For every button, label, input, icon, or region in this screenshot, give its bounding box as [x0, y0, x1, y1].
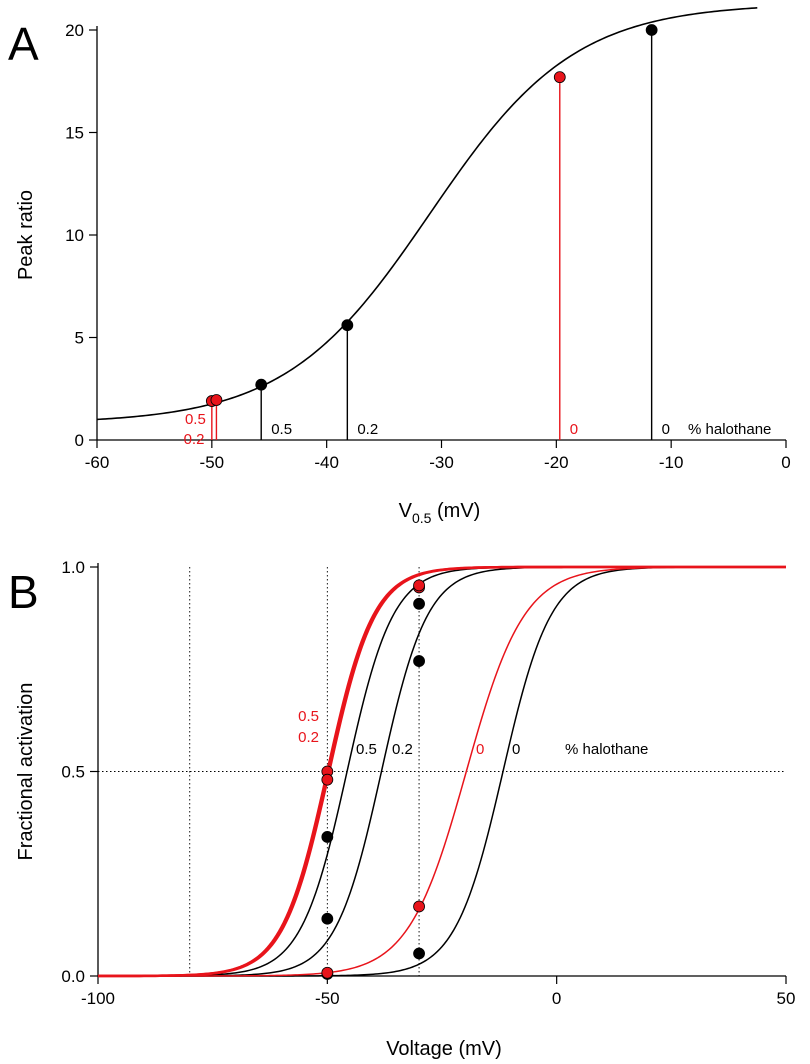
panel-b-data-point — [321, 773, 334, 786]
panel-a-data-point — [341, 319, 354, 332]
panel-a-y-tick-label: 15 — [65, 124, 84, 143]
panel-b-y-tick-label: 1.0 — [61, 558, 85, 577]
panel-b-y-tick-label: 0.0 — [61, 967, 85, 986]
panel-b-data-point — [413, 947, 425, 960]
panel-b-x-axis-title: Voltage (mV) — [386, 1038, 502, 1060]
panel-b-data-point — [321, 831, 334, 843]
panel-b-curve-label: 0.2 — [392, 741, 413, 758]
panel-a-point-label: 0.5 — [271, 421, 292, 438]
panel-b-data-point — [413, 900, 425, 913]
panel-a-point-label: 0.2 — [357, 421, 378, 438]
panel-a-x-tick-label: -50 — [200, 453, 225, 472]
panel-a-legend-title: % halothane — [688, 421, 771, 438]
panel-b-curve-label: 0.5 — [356, 741, 377, 758]
panel-a-x-tick-label: -40 — [314, 453, 339, 472]
panel-b-data-point — [321, 966, 334, 979]
panel-b-data-point — [413, 597, 425, 610]
panel-b-x-tick-label: -50 — [315, 989, 340, 1008]
panel-a-point-label: 0 — [662, 421, 670, 438]
panel-a-y-tick-label: 10 — [65, 226, 84, 245]
panel-b-curve-label: 0 — [512, 741, 520, 758]
x-axis-title-subscript: 0.5 — [412, 510, 432, 526]
panel-a-x-tick-label: -20 — [544, 453, 569, 472]
panel-b-y-axis-title: Fractional activation — [15, 683, 37, 861]
panel-a-x-tick-label: -60 — [85, 453, 110, 472]
panel-b-curve-label: 0 — [476, 741, 484, 758]
panel-b-data-point — [413, 655, 425, 667]
panel-a-x-axis-title: V0.5 (mV) — [399, 500, 481, 526]
panel-a-x-tick-label: 0 — [781, 453, 790, 472]
panel-b-curve-red-0-2 — [98, 565, 786, 978]
panel-b-legend-title: % halothane — [565, 741, 648, 758]
panel-label-b: B — [8, 566, 39, 618]
panel-b-y-tick-label: 0.5 — [61, 763, 85, 782]
panel-a-data-point — [645, 24, 658, 36]
panel-a-data-point — [553, 71, 566, 84]
panel-a-y-axis-title: Peak ratio — [15, 190, 37, 280]
panel-a-y-tick-label: 5 — [75, 329, 84, 348]
panel-b-curve-label: 0.2 — [298, 729, 319, 746]
panel-a-point-label: 0.5 — [185, 411, 206, 428]
panel-b-x-tick-label: 50 — [777, 989, 796, 1008]
panel-b-curve-label: 0.5 — [298, 708, 319, 725]
panel-b-data-point — [321, 912, 334, 925]
panel-a-data-point — [255, 378, 268, 391]
panel-a-point-label: 0 — [570, 421, 578, 438]
panel-a-x-tick-label: -10 — [659, 453, 684, 472]
panel-b-data-point — [413, 579, 425, 592]
panel-a-data-point — [210, 394, 223, 406]
panel-a-y-tick-label: 20 — [65, 21, 84, 40]
panel-a-fit-curve — [96, 7, 758, 421]
panel-b-x-tick-label: 0 — [552, 989, 561, 1008]
x-axis-title-v: V — [399, 500, 413, 522]
panel-a-y-tick-label: 0 — [75, 431, 84, 450]
panel-a-x-tick-label: -30 — [429, 453, 454, 472]
panel-b-x-tick-label: -100 — [81, 989, 115, 1008]
x-axis-title-unit: (mV) — [431, 500, 480, 522]
panel-a-point-label: 0.2 — [184, 431, 205, 448]
panel-label-a: A — [8, 18, 39, 70]
